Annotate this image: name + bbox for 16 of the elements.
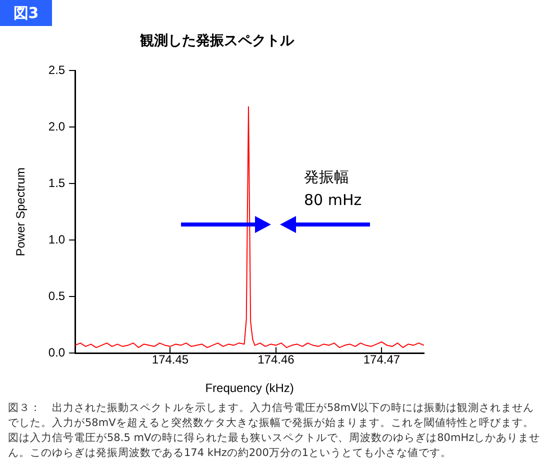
y-axis-title: Power Spectrum bbox=[14, 168, 28, 256]
y-tick-label: 1.0 bbox=[48, 232, 66, 246]
annotation: 発振幅 bbox=[304, 168, 349, 186]
y-tick-label: 0.5 bbox=[48, 288, 66, 303]
y-tick-label: 2.0 bbox=[48, 119, 66, 134]
y-tick-label: 2.5 bbox=[48, 62, 66, 77]
x-tick-label: 174.46 bbox=[258, 352, 295, 367]
caption: 図3 bbox=[0, 0, 52, 26]
x-axis-title: Frequency (kHz) bbox=[205, 381, 294, 396]
chart-title: 観測した発振スペクトル bbox=[139, 32, 295, 49]
y-tick-label: 0.0 bbox=[48, 346, 66, 360]
x-tick-label: 174.47 bbox=[363, 352, 400, 367]
caption: 図３： 出力された振動スペクトルを示します。入力信号電圧が58mV以下の時には振動は観測されませんでした。入力が58mVを超えると突然数ケタ大きな振幅で発振が始まります。これを閾値特性と呼びます。図は入力信号電圧が58.5 mVの時に得られた最も狭いスペクトルで、周波数のゆらぎは80mHzしかありません。このゆらぎは発振周波数である174 kHzの約200万分の1というとても小さな値です。 bbox=[8, 401, 542, 461]
y-tick-label: 1.5 bbox=[48, 176, 66, 190]
annotation: 80 mHz bbox=[304, 190, 362, 209]
x-tick-label: 174.45 bbox=[152, 352, 189, 367]
